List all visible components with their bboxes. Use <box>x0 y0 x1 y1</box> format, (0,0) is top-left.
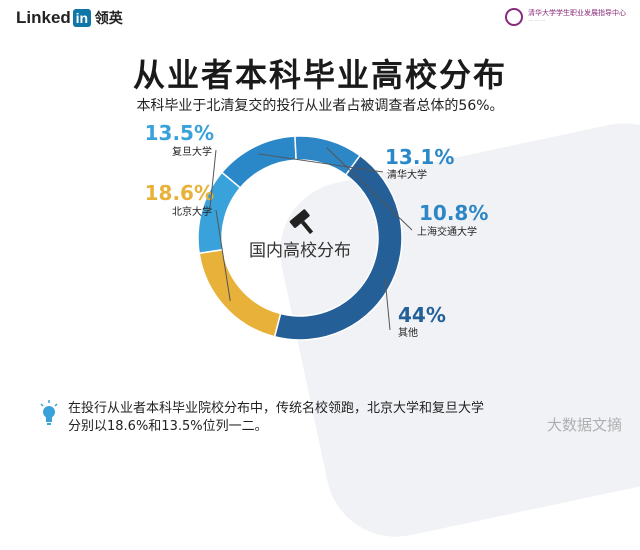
slice-label-2: 其他 <box>398 326 418 339</box>
slice-label-4: 复旦大学 <box>172 145 212 158</box>
lightbulb-icon <box>40 400 58 425</box>
hammer-icon <box>289 209 314 235</box>
chart-center: 国内高校分布 <box>249 209 351 261</box>
slice-label-3: 北京大学 <box>172 205 212 218</box>
callout-line-4 <box>209 149 217 213</box>
slice-3 <box>198 248 282 338</box>
slice-value-2: 44% <box>398 303 446 327</box>
slice-value-4: 13.5% <box>145 121 214 145</box>
brand-word: Linked <box>16 8 71 27</box>
callout-line-0 <box>258 153 384 173</box>
slice-value-3: 18.6% <box>145 181 214 205</box>
callout-line-3 <box>215 209 231 302</box>
footer-note: 在投行从业者本科毕业院校分布中，传统名校领跑，北京大学和复旦大学 分别以18.6… <box>40 400 600 436</box>
slice-value-1: 10.8% <box>419 201 488 225</box>
sponsor-name: 清华大学学生职业发展指导中心 <box>528 9 626 17</box>
slice-label-1: 上海交通大学 <box>417 225 477 238</box>
center-label: 国内高校分布 <box>249 241 351 261</box>
brand-cn: 领英 <box>94 11 123 27</box>
brand-box: in <box>72 9 91 27</box>
footer-line-2: 分别以18.6%和13.5%位列一二。 <box>68 419 268 434</box>
chart-subtitle: 本科毕业于北清复交的投行从业者占被调查者总体的56%。 <box>136 98 504 114</box>
slice-4 <box>197 171 242 255</box>
chart-title: 从业者本科毕业高校分布 <box>132 56 507 94</box>
sponsor-logo: 清华大学学生职业发展指导中心 ··· ··· ··· <box>505 8 626 26</box>
footer-text: 在投行从业者本科毕业院校分布中，传统名校领跑，北京大学和复旦大学 分别以18.6… <box>68 400 588 436</box>
sponsor-subtext: ··· ··· ··· <box>528 18 546 24</box>
callout-line-2 <box>384 278 391 331</box>
slice-value-0: 13.1% <box>385 145 454 169</box>
seal-icon <box>505 8 523 26</box>
slice-0 <box>220 135 297 189</box>
watermark: 大数据文摘 <box>546 416 622 434</box>
linkedin-logo: Linked in 领英 <box>16 8 123 28</box>
callout-line-1 <box>326 147 413 231</box>
donut-chart: 13.1%清华大学 10.8%上海交通大学 44%其他 18.6%北京大学 13.5%复… <box>145 121 488 341</box>
header: Linked in 领英 清华大学学生职业发展指导中心 ··· ··· ··· <box>0 0 640 34</box>
footer-line-1: 在投行从业者本科毕业院校分布中，传统名校领跑，北京大学和复旦大学 <box>68 401 485 416</box>
slice-label-0: 清华大学 <box>387 168 427 181</box>
